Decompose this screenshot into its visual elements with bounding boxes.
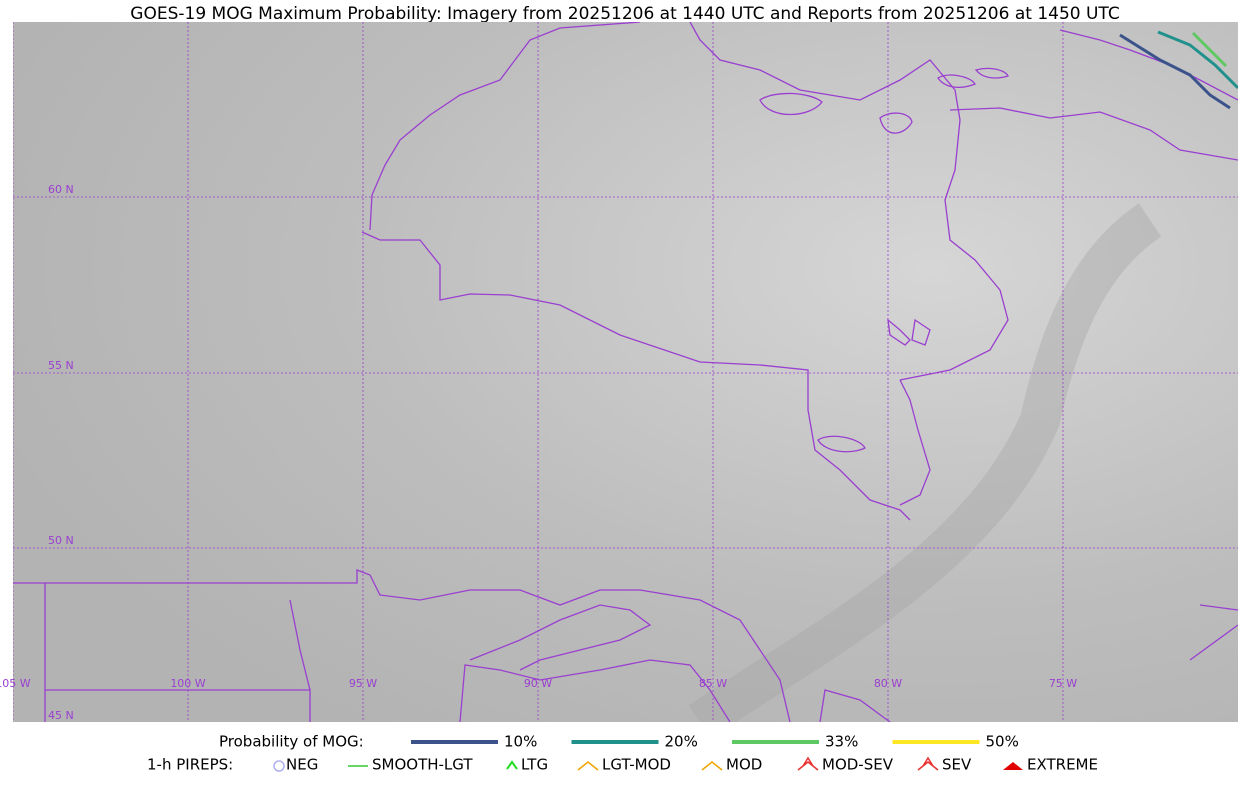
title: GOES-19 MOG Maximum Probability: Imagery… xyxy=(130,4,1119,24)
pirep-icon xyxy=(701,761,723,771)
lon-label: 95 W xyxy=(349,677,377,690)
lon-label: 85 W xyxy=(699,677,727,690)
coastlines xyxy=(13,22,1238,722)
legend-label: MOD xyxy=(726,756,762,774)
legend-label: SMOOTH-LGT xyxy=(372,756,473,774)
legend-label: SEV xyxy=(942,756,972,774)
legend-label: MOD-SEV xyxy=(822,756,894,774)
legend-label: LGT-MOD xyxy=(602,756,671,774)
lat-label: 45 N xyxy=(48,709,74,722)
lat-label: 55 N xyxy=(48,359,74,372)
cloud-band xyxy=(688,203,1162,722)
legend-label: 50% xyxy=(986,733,1019,751)
legend: Probability of MOG: 10% 20% 33% 50% 1-h PIREP… xyxy=(147,733,1098,774)
legend-title: 1-h PIREPS: xyxy=(147,756,233,774)
pirep-icon xyxy=(506,760,518,770)
legend-label: LTG xyxy=(521,756,548,774)
lat-label: 50 N xyxy=(48,534,74,547)
legend-label: 10% xyxy=(504,733,537,751)
pirep-icon xyxy=(273,760,285,772)
satellite-image xyxy=(13,22,1238,722)
legend-label: NEG xyxy=(286,756,318,774)
map: 60 N 55 N 50 N 45 N xyxy=(13,22,1238,722)
legend-title: Probability of MOG: xyxy=(219,733,364,751)
lat-label: 60 N xyxy=(48,183,74,196)
pirep-icon xyxy=(797,756,819,771)
legend-label: 33% xyxy=(825,733,858,751)
pirep-icon xyxy=(1003,762,1023,770)
mog-contours xyxy=(1119,30,1238,110)
legend-label: 20% xyxy=(665,733,698,751)
lon-label: 80 W xyxy=(874,677,902,690)
lon-label: 100 W xyxy=(170,677,205,690)
lon-label: 75 W xyxy=(1049,677,1077,690)
pirep-icon xyxy=(577,761,599,771)
lon-label: 90 W xyxy=(524,677,552,690)
legend-label: EXTREME xyxy=(1027,756,1098,774)
pirep-icon xyxy=(917,756,939,771)
lon-label: 105 W xyxy=(0,677,31,690)
